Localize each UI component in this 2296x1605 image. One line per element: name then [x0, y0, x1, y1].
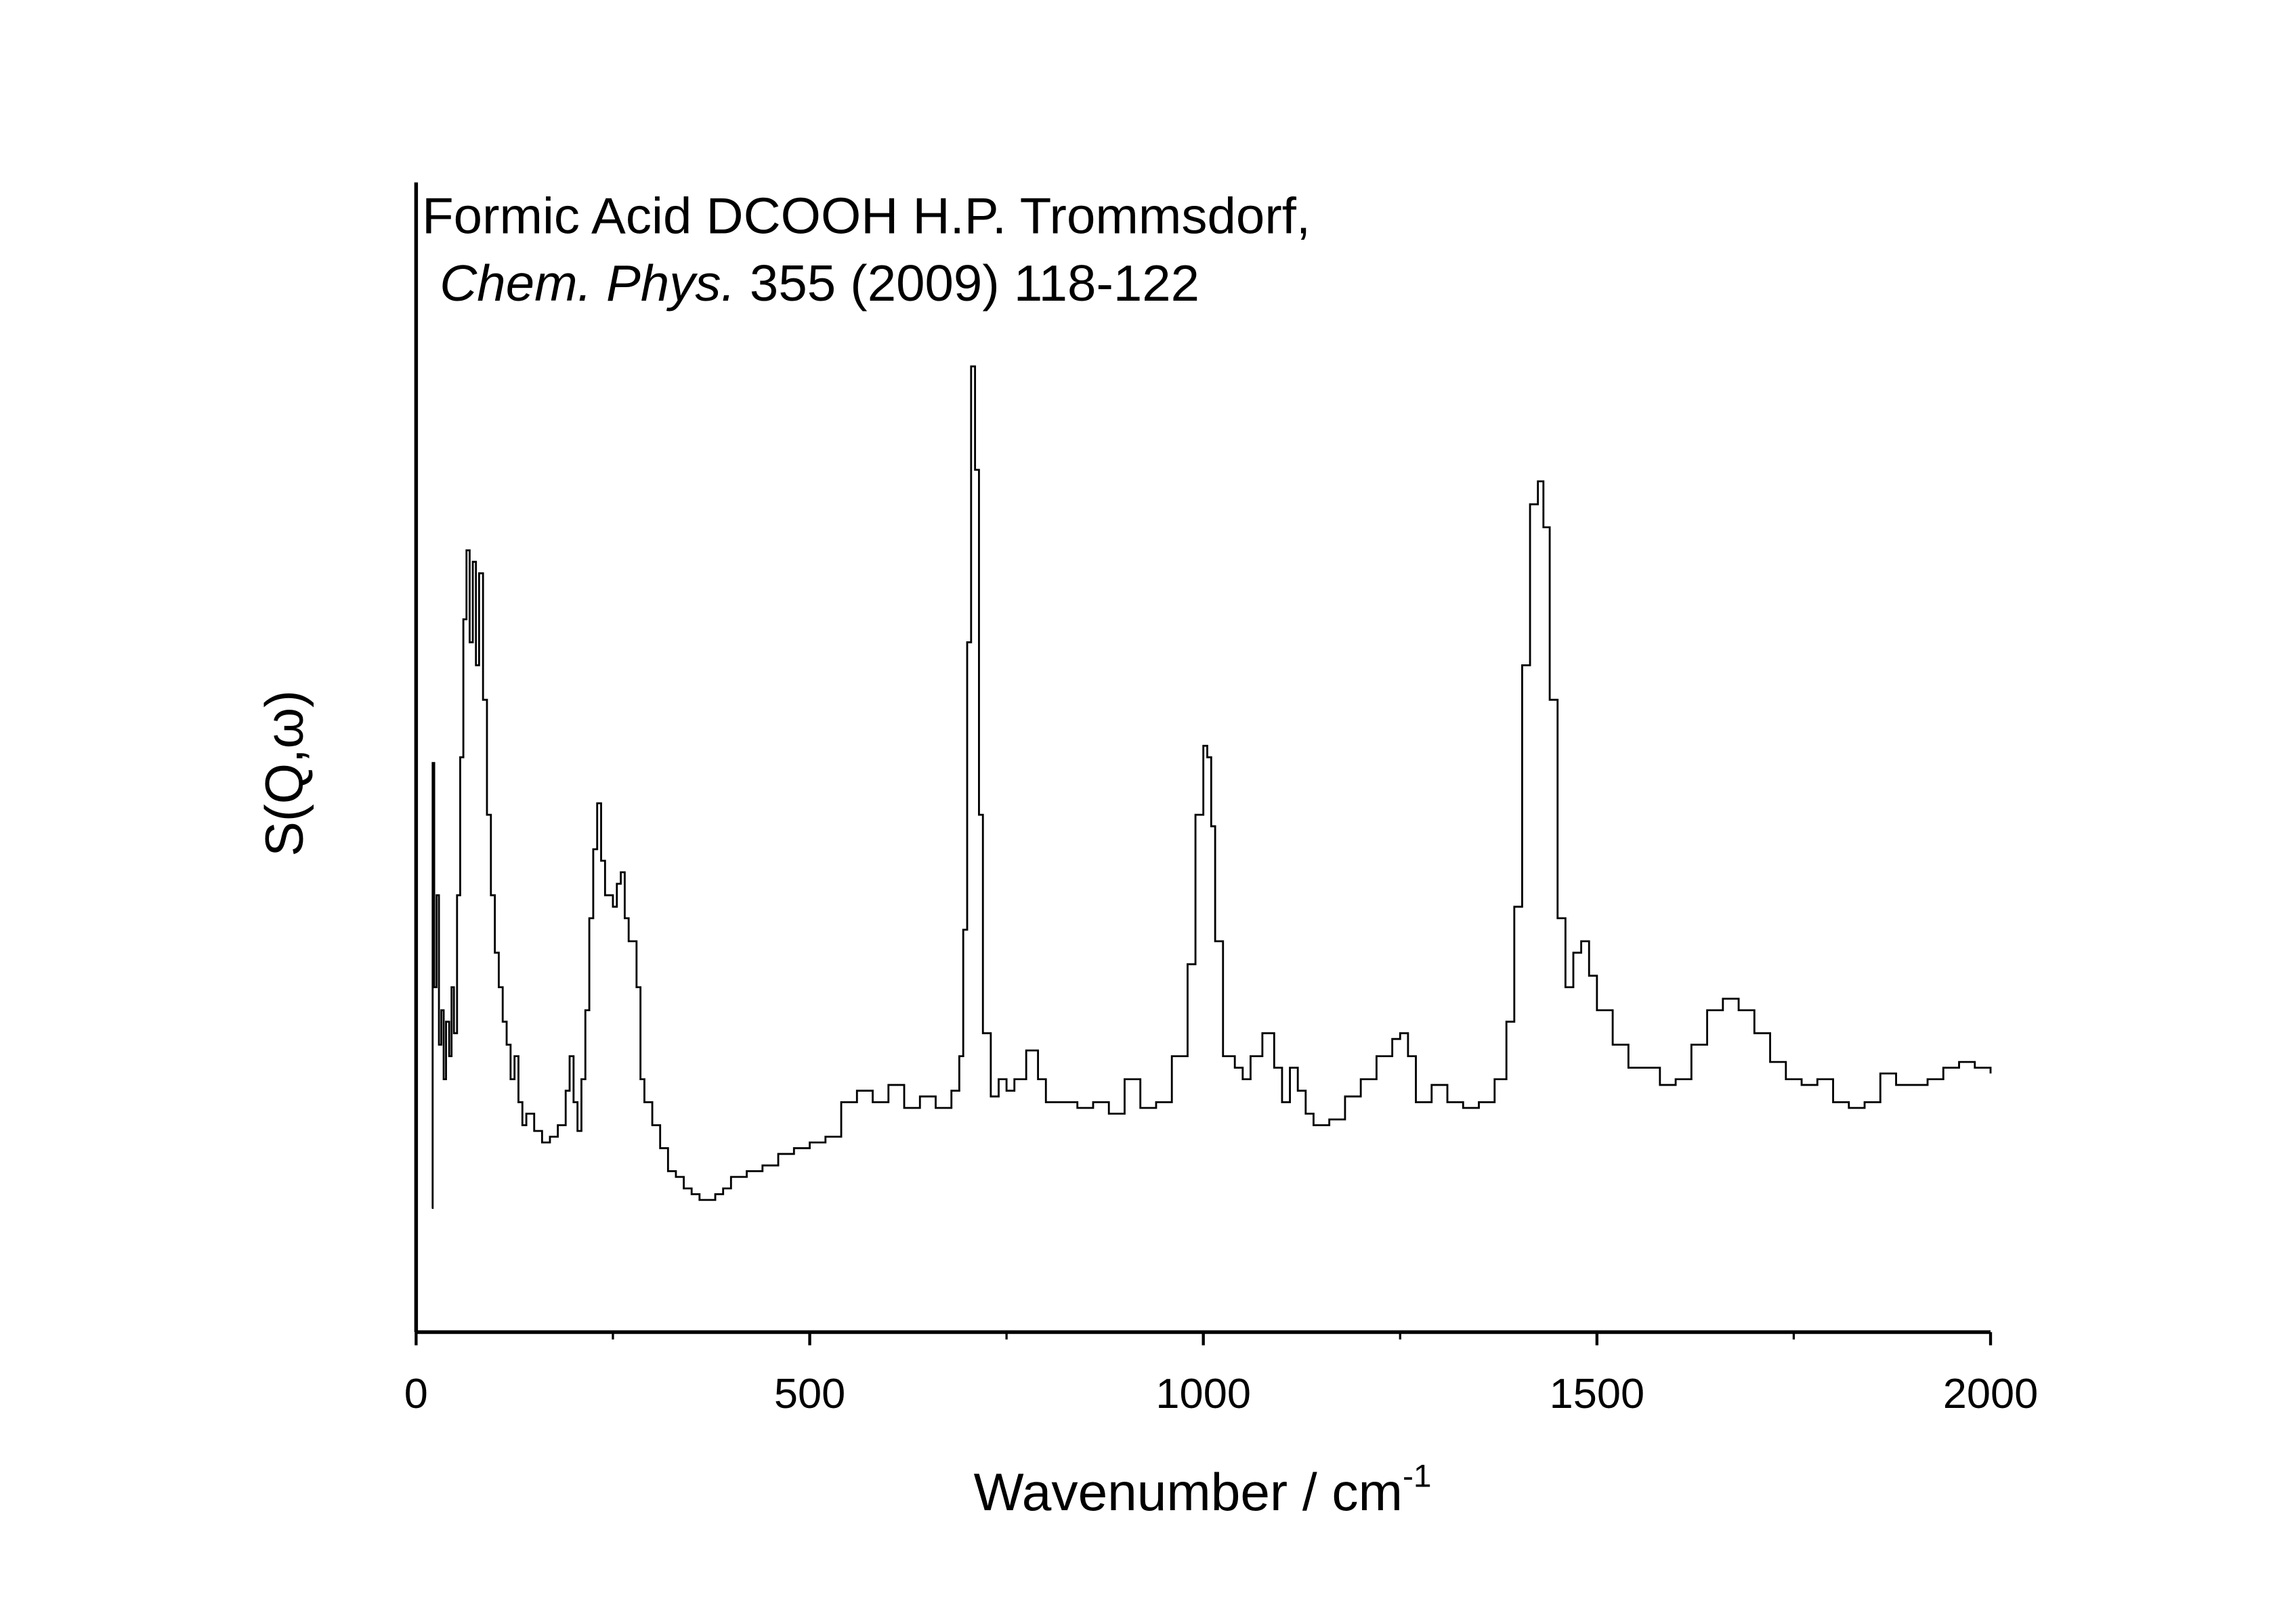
- y-axis-label: S(Q,ω): [254, 690, 314, 857]
- x-tick-label: 500: [774, 1370, 845, 1417]
- x-axis-label: Wavenumber / cm-1: [974, 1459, 1432, 1522]
- x-axis-label-superscript: -1: [1403, 1459, 1432, 1495]
- citation-journal: Chem. Phys.: [440, 255, 735, 312]
- spectrum-line: [431, 365, 1992, 1210]
- chart-title: Formic Acid DCOOH H.P. Trommsdorf,: [422, 188, 1311, 245]
- x-tick-label: 1000: [1155, 1370, 1251, 1417]
- citation-reference: 355 (2009) 118-122: [750, 255, 1199, 312]
- x-tick-label: 1500: [1550, 1370, 1645, 1417]
- x-axis-label-text: Wavenumber / cm: [974, 1462, 1403, 1522]
- x-tick-label: 2000: [1943, 1370, 2039, 1417]
- citation: Chem. Phys. 355 (2009) 118-122: [440, 255, 1199, 312]
- x-tick-label: 0: [404, 1370, 428, 1417]
